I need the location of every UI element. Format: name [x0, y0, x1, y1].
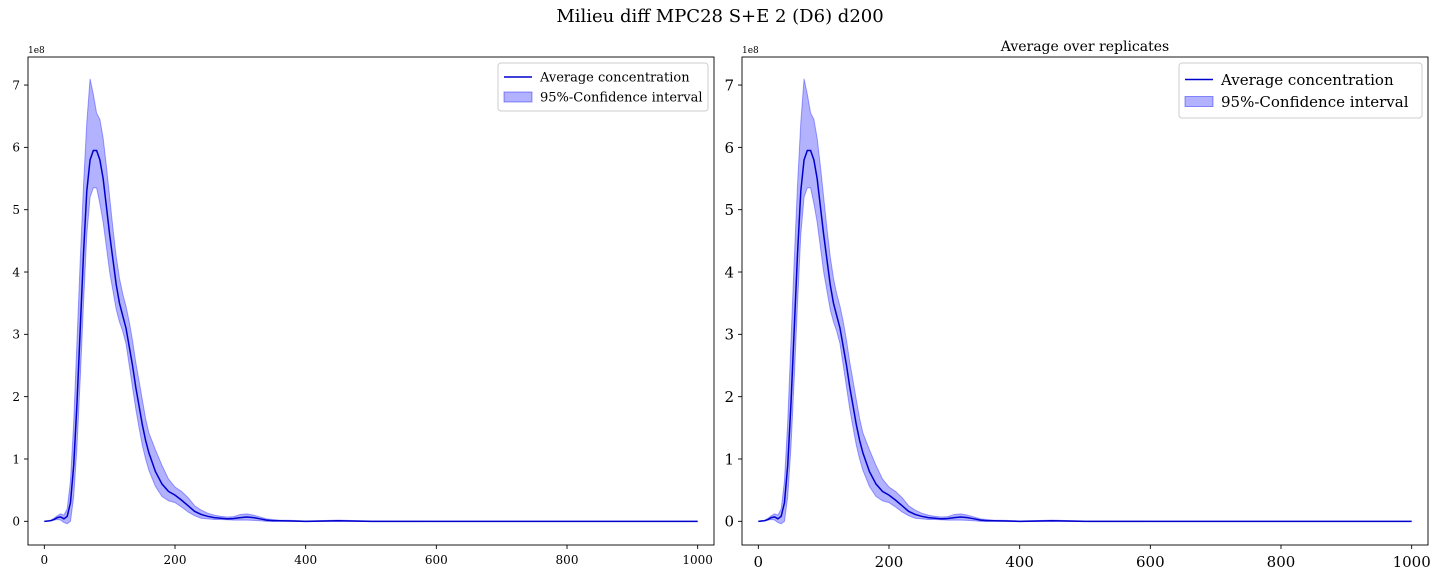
legend-label-average: Average concentration [1220, 71, 1394, 89]
x-tick-label: 400 [1005, 553, 1034, 571]
y-tick-label: 7 [724, 76, 734, 94]
y-tick-label: 3 [724, 326, 734, 344]
legend-label-confidence: 95%-Confidence interval [540, 91, 703, 106]
y-tick-label: 5 [724, 201, 734, 219]
x-tick-label: 800 [556, 553, 579, 567]
x-tick-label: 0 [754, 553, 764, 571]
y-tick-label: 2 [12, 390, 20, 404]
y-tick-label: 6 [724, 139, 734, 157]
y-tick-label: 1 [724, 450, 734, 468]
subplot-title: Average over replicates [1000, 39, 1169, 55]
legend-band-swatch [503, 91, 533, 103]
y-offset-label: 1e8 [742, 46, 759, 56]
y-tick-label: 1 [12, 452, 20, 466]
left-subplot: 0 200 400 600 800 1000 0 1 2 3 4 5 6 7 1e8 Average conc… [12, 46, 715, 567]
x-tick-label: 200 [875, 553, 904, 571]
x-tick-label: 0 [41, 553, 49, 567]
axes-frame [741, 56, 1429, 546]
x-tick-label: 600 [425, 553, 448, 567]
x-tick-label: 200 [164, 553, 187, 567]
y-tick-label: 4 [12, 265, 20, 279]
y-tick-label: 5 [12, 203, 20, 217]
x-tick-label: 800 [1267, 553, 1296, 571]
y-tick-label: 7 [12, 78, 20, 92]
x-tick-label: 1000 [682, 553, 713, 567]
legend-label-average: Average concentration [539, 71, 690, 86]
y-offset-label: 1e8 [28, 46, 45, 56]
x-tick-label: 400 [294, 553, 317, 567]
legend-box [497, 62, 709, 112]
legend-band-swatch [1184, 96, 1214, 107]
legend-label-confidence: 95%-Confidence interval [1221, 93, 1409, 111]
y-tick-label: 4 [724, 263, 734, 281]
y-tick-label: 3 [12, 328, 20, 342]
legend-box [1178, 62, 1423, 119]
confidence-band [758, 78, 1412, 525]
y-tick-label: 2 [724, 388, 734, 406]
confidence-band [44, 78, 698, 525]
axes-frame [27, 56, 715, 546]
y-tick-label: 0 [12, 515, 20, 529]
right-subplot: 0 200 400 600 800 1000 0 1 2 3 4 5 6 7 1e8 Average over… [724, 39, 1430, 571]
average-concentration-line [44, 149, 698, 523]
average-concentration-line [758, 149, 1412, 523]
y-tick-label: 0 [724, 513, 734, 531]
y-tick-label: 6 [12, 141, 20, 155]
figure-title: Milieu diff MPC28 S+E 2 (D6) d200 [556, 6, 884, 27]
x-tick-label: 1000 [1393, 553, 1431, 571]
x-tick-label: 600 [1136, 553, 1165, 571]
